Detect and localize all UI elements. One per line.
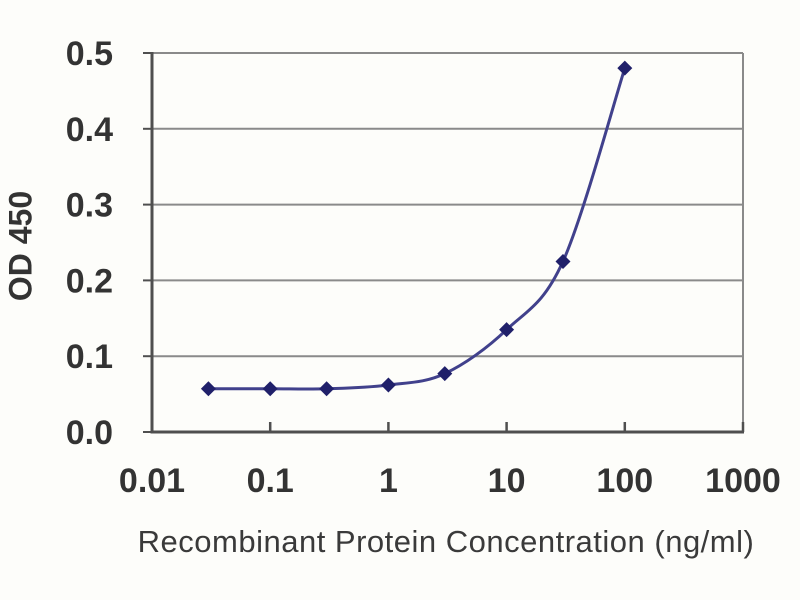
data-point-marker xyxy=(319,381,335,397)
y-tick-label: 0.2 xyxy=(66,262,113,300)
x-axis-title: Recombinant Protein Concentration (ng/ml… xyxy=(137,524,755,559)
data-point-marker xyxy=(262,381,278,397)
data-point-marker xyxy=(499,322,515,338)
data-point-marker xyxy=(555,253,571,269)
y-tick-label: 0.5 xyxy=(66,35,113,73)
y-tick-label: 0.4 xyxy=(66,111,113,149)
data-point-marker xyxy=(200,381,216,397)
data-point-marker xyxy=(437,366,453,382)
data-point-marker xyxy=(617,60,633,76)
x-tick-label: 1000 xyxy=(705,462,781,500)
x-tick-label: 1 xyxy=(379,462,398,500)
y-tick-label: 0.1 xyxy=(66,338,113,376)
x-tick-label: 0.1 xyxy=(247,462,294,500)
y-tick-label: 0.0 xyxy=(66,414,113,452)
series-line xyxy=(208,67,627,391)
x-tick-label: 100 xyxy=(596,462,653,500)
x-tick-label: 0.01 xyxy=(119,462,185,500)
data-point-marker xyxy=(380,377,396,393)
y-axis-title: OD 450 xyxy=(2,190,39,302)
y-tick-label: 0.3 xyxy=(66,187,113,225)
x-tick-label: 10 xyxy=(488,462,526,500)
